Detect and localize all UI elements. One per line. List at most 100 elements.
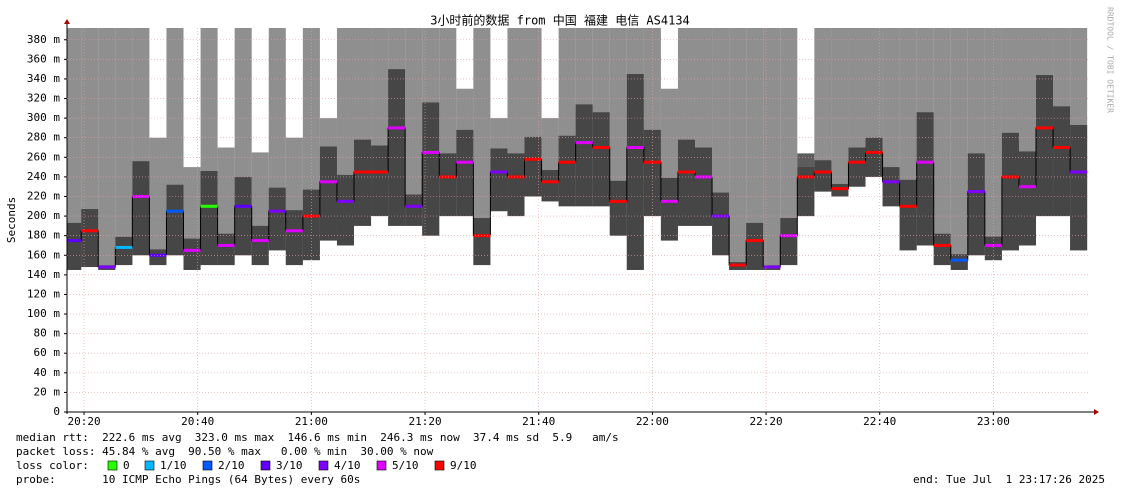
- median-marker: [405, 204, 423, 208]
- median-marker: [422, 150, 440, 154]
- y-tick-label: 300 m: [27, 111, 60, 124]
- smoke-core: [166, 184, 184, 256]
- median-marker: [439, 175, 457, 179]
- smoke-core: [490, 148, 508, 212]
- x-tick-label: 21:20: [408, 415, 441, 428]
- median-rtt-stats: median rtt: 222.6 ms avg 323.0 ms max 14…: [16, 431, 619, 444]
- legend-label: 4/10: [334, 459, 361, 472]
- median-marker: [814, 170, 832, 174]
- legend-label: 9/10: [450, 459, 477, 472]
- median-marker: [780, 234, 798, 238]
- y-tick-label: 0: [53, 405, 60, 418]
- median-marker: [746, 239, 764, 243]
- median-marker: [729, 263, 747, 267]
- smoke-band: [115, 28, 133, 266]
- median-marker: [217, 243, 235, 247]
- smoke-core: [354, 139, 372, 226]
- median-marker: [677, 170, 696, 174]
- smoke-core: [916, 112, 934, 246]
- smoke-core: [115, 236, 133, 266]
- legend-label: 3/10: [276, 459, 303, 472]
- smoke-core: [660, 177, 678, 241]
- median-marker: [609, 199, 627, 203]
- median-marker: [302, 214, 320, 218]
- x-tick-label: 22:00: [636, 415, 669, 428]
- y-tick-label: 80 m: [34, 327, 61, 340]
- smoke-core: [439, 153, 457, 217]
- smoke-core: [950, 254, 968, 270]
- median-marker: [984, 243, 1002, 247]
- smoke-core: [626, 74, 644, 270]
- smoke-band: [882, 28, 900, 207]
- y-tick-label: 260 m: [27, 150, 60, 163]
- smoke-core: [541, 170, 559, 202]
- packet-loss-stats: packet loss: 45.84 % avg 90.50 % max 0.0…: [16, 445, 434, 458]
- smoke-core: [81, 209, 99, 268]
- smoke-band: [933, 28, 951, 266]
- smoke-core: [149, 249, 167, 266]
- y-tick-label: 100 m: [27, 307, 60, 320]
- y-tick-label: 180 m: [27, 229, 60, 242]
- median-marker: [1053, 146, 1071, 150]
- probe-info: probe: 10 ICMP Echo Pings (64 Bytes) eve…: [16, 473, 360, 486]
- smoke-core: [609, 180, 627, 236]
- legend-label: 5/10: [392, 459, 419, 472]
- smoke-band: [405, 28, 423, 226]
- smoke-core: [848, 147, 866, 187]
- legend-label: 0: [123, 459, 130, 472]
- smoke-band: [831, 28, 849, 197]
- median-marker: [831, 187, 849, 191]
- y-tick-label: 160 m: [27, 248, 60, 261]
- smoke-core: [234, 176, 252, 256]
- median-marker: [643, 160, 661, 164]
- smoke-band: [473, 28, 491, 266]
- smoke-band: [81, 28, 99, 268]
- legend-swatch: [260, 460, 271, 471]
- smoke-core: [524, 136, 542, 197]
- smoke-core: [575, 104, 593, 207]
- x-tick-label: 23:00: [977, 415, 1010, 428]
- smoke-core: [695, 147, 713, 226]
- median-marker: [848, 160, 866, 164]
- smoke-core: [797, 153, 815, 217]
- median-marker: [336, 199, 355, 203]
- median-marker: [251, 239, 269, 243]
- smoke-core: [933, 233, 951, 266]
- legend-swatch: [202, 460, 213, 471]
- median-marker: [115, 245, 133, 249]
- median-marker: [388, 126, 406, 130]
- median-marker: [371, 170, 389, 174]
- smoke-core: [1053, 106, 1071, 217]
- smoke-band: [67, 28, 82, 270]
- median-marker: [950, 258, 968, 262]
- x-tick-label: 20:40: [181, 415, 214, 428]
- median-marker: [524, 157, 542, 161]
- y-axis-label: Seconds: [5, 197, 18, 243]
- smoke-band: [780, 28, 798, 266]
- median-marker: [81, 229, 99, 233]
- median-marker: [319, 180, 337, 184]
- legend-swatch: [376, 460, 387, 471]
- smoke-band: [729, 28, 747, 270]
- median-marker: [285, 229, 303, 233]
- y-tick-label: 240 m: [27, 170, 60, 183]
- median-marker: [200, 204, 218, 208]
- x-tick-label: 21:40: [522, 415, 555, 428]
- smoke-core: [67, 222, 82, 270]
- median-marker: [626, 146, 644, 150]
- median-marker: [660, 199, 678, 203]
- loss-legend-title: loss color:: [16, 459, 89, 472]
- end-time: end: Tue Jul 1 23:17:26 2025: [913, 473, 1105, 486]
- median-marker: [763, 265, 781, 269]
- y-tick-label: 320 m: [27, 92, 60, 105]
- x-tick-label: 22:20: [749, 415, 782, 428]
- smoke-core: [388, 69, 406, 226]
- smoke-core: [183, 238, 201, 270]
- smoke-core: [780, 218, 798, 266]
- median-marker: [132, 194, 150, 198]
- smoke-core: [1036, 75, 1054, 217]
- median-marker: [865, 150, 883, 154]
- median-marker: [933, 243, 951, 247]
- median-marker: [490, 170, 508, 174]
